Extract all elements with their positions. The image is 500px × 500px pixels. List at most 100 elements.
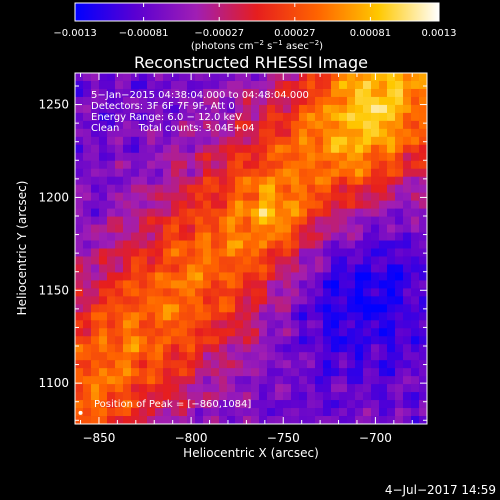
heatmap-cell	[195, 376, 204, 385]
heatmap-cell	[259, 416, 268, 424]
heatmap-cell	[187, 384, 196, 393]
heatmap-cell	[259, 296, 268, 305]
heatmap-cell	[275, 272, 284, 282]
heatmap-cell	[419, 272, 427, 282]
heatmap-cell	[355, 160, 364, 170]
heatmap-cell	[355, 416, 364, 424]
heatmap-cell	[291, 400, 300, 409]
heatmap-cell	[275, 400, 284, 409]
heatmap-cell	[107, 232, 116, 242]
heatmap-cell	[83, 168, 92, 178]
heatmap-cell	[91, 320, 100, 329]
heatmap-cell	[187, 296, 196, 305]
heatmap-cell	[379, 120, 388, 130]
heatmap-cell	[379, 224, 388, 234]
heatmap-cell	[371, 184, 380, 194]
heatmap-cell	[107, 408, 116, 417]
heatmap-cell	[163, 344, 172, 353]
heatmap-cell	[419, 88, 427, 98]
heatmap-cell	[355, 256, 364, 266]
heatmap-cell	[411, 136, 420, 146]
heatmap-cell	[347, 336, 356, 345]
heatmap-cell	[75, 128, 84, 138]
heatmap-cell	[75, 136, 84, 146]
heatmap-cell	[323, 264, 332, 274]
heatmap-cell	[339, 400, 348, 409]
heatmap-cell	[275, 392, 284, 401]
heatmap-cell	[83, 104, 92, 114]
heatmap-cell	[347, 128, 356, 138]
heatmap-cell	[123, 256, 132, 266]
heatmap-cell	[155, 288, 164, 297]
heatmap-cell	[115, 73, 124, 82]
heatmap-cell	[123, 280, 132, 289]
heatmap-cell	[75, 248, 84, 258]
heatmap-cell	[211, 264, 220, 274]
heatmap-cell	[211, 256, 220, 266]
heatmap-cell	[139, 88, 148, 98]
heatmap-cell	[227, 112, 236, 122]
heatmap-cell	[355, 224, 364, 234]
heatmap-cell	[163, 224, 172, 234]
heatmap-cell	[275, 320, 284, 329]
heatmap-cell	[179, 184, 188, 194]
heatmap-cell	[115, 376, 124, 385]
heatmap-cell	[331, 200, 340, 210]
heatmap-cell	[387, 144, 396, 154]
heatmap-cell	[99, 232, 108, 242]
heatmap-cell	[315, 73, 324, 82]
heatmap-cell	[99, 73, 108, 82]
heatmap-cell	[123, 136, 132, 146]
heatmap-cell	[283, 328, 292, 337]
heatmap-cell	[291, 240, 300, 250]
heatmap-cell	[171, 184, 180, 194]
heatmap-cell	[315, 168, 324, 178]
heatmap-cell	[203, 128, 212, 138]
heatmap-cell	[403, 73, 412, 82]
heatmap-cell	[131, 256, 140, 266]
heatmap-cell	[299, 112, 308, 122]
heatmap-cell	[251, 264, 260, 274]
heatmap-cell	[379, 352, 388, 361]
heatmap-cell	[195, 152, 204, 162]
heatmap-cell	[219, 344, 228, 353]
heatmap-cell	[387, 296, 396, 305]
heatmap-cell	[275, 73, 284, 82]
heatmap-cell	[275, 328, 284, 337]
heatmap-cell	[83, 320, 92, 329]
heatmap-cell	[307, 408, 316, 417]
heatmap-cell	[403, 400, 412, 409]
heatmap-cell	[187, 184, 196, 194]
heatmap-cell	[331, 392, 340, 401]
heatmap-cell	[147, 73, 156, 82]
heatmap-cell	[163, 136, 172, 146]
heatmap-cell	[411, 224, 420, 234]
heatmap-cell	[323, 128, 332, 138]
heatmap-cell	[331, 112, 340, 122]
heatmap-cell	[395, 288, 404, 297]
heatmap-cell	[107, 360, 116, 369]
heatmap-cell	[115, 344, 124, 353]
heatmap-cell	[379, 256, 388, 266]
heatmap-cell	[299, 200, 308, 210]
heatmap-cell	[123, 312, 132, 321]
heatmap-cell	[395, 80, 404, 90]
heatmap-cell	[83, 256, 92, 266]
heatmap-cell	[107, 120, 116, 130]
heatmap-cell	[251, 200, 260, 210]
heatmap-cell	[315, 384, 324, 393]
heatmap-cell	[83, 152, 92, 162]
heatmap-cell	[267, 352, 276, 361]
heatmap-cell	[99, 256, 108, 266]
heatmap-cell	[163, 272, 172, 282]
heatmap-cell	[411, 304, 420, 313]
heatmap-cell	[299, 312, 308, 321]
heatmap-cell	[83, 288, 92, 297]
heatmap-cell	[139, 336, 148, 345]
heatmap-cell	[419, 128, 427, 138]
heatmap-cell	[283, 312, 292, 321]
heatmap-cell	[387, 368, 396, 377]
heatmap-cell	[243, 192, 252, 202]
heatmap-cell	[91, 304, 100, 313]
heatmap-cell	[219, 136, 228, 146]
